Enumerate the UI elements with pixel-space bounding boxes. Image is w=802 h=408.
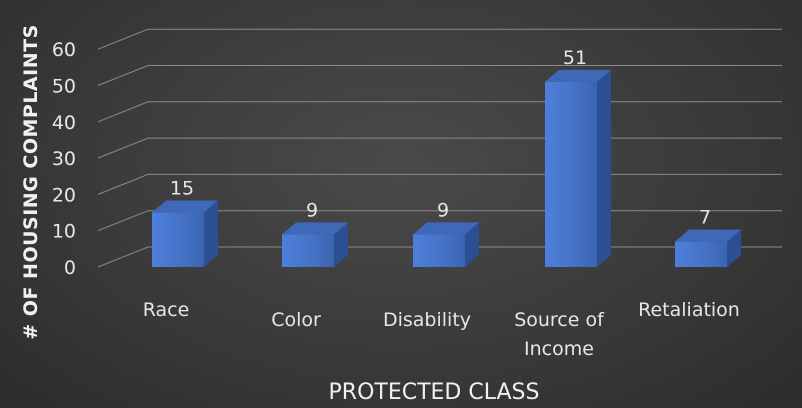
y-tick-label: 40	[52, 112, 76, 134]
bar-front	[152, 212, 204, 267]
bar-front	[413, 234, 465, 267]
category-label: Retaliation	[638, 299, 740, 321]
gridline	[97, 173, 782, 195]
bar-top	[152, 200, 218, 213]
bar	[413, 222, 479, 267]
gridline	[97, 101, 782, 123]
gridline	[97, 65, 782, 86]
y-tick-label: 50	[52, 76, 76, 98]
y-tick-label: 30	[52, 148, 76, 170]
category-label: Disability	[383, 309, 471, 331]
bar-front	[282, 234, 334, 267]
data-label: 9	[437, 199, 449, 221]
y-tick-label: 0	[64, 257, 76, 279]
data-label: 51	[563, 47, 587, 69]
bar	[282, 222, 348, 267]
y-tick-label: 20	[52, 184, 76, 206]
bar-top	[675, 229, 741, 242]
bar-side	[597, 69, 611, 268]
category-labels: Race Color Disability Source of Income Retali…	[143, 299, 740, 360]
data-label: 15	[170, 178, 194, 200]
y-tick-label: 10	[52, 221, 76, 243]
bar-top	[282, 222, 348, 235]
bar-side	[334, 222, 348, 267]
category-label: Color	[271, 309, 321, 331]
gridline	[97, 137, 782, 159]
bars: 15 9 9 51 7	[152, 47, 741, 268]
y-tick-label: 60	[52, 39, 76, 61]
data-label: 9	[306, 199, 318, 221]
gridline	[97, 28, 782, 50]
category-label: Source of Income	[514, 309, 605, 360]
bar-front	[545, 81, 597, 268]
bar-top	[545, 69, 611, 82]
y-axis-ticks: 0 10 20 30 40 50 60	[52, 39, 76, 279]
category-label: Race	[143, 299, 190, 321]
bar-side	[465, 222, 479, 267]
x-axis-title: PROTECTED CLASS	[329, 380, 540, 405]
y-axis-title: # OF HOUSING COMPLAINTS	[20, 24, 42, 339]
bar	[152, 200, 218, 267]
gridlines	[97, 28, 782, 268]
data-label: 7	[699, 207, 711, 229]
bar-side	[727, 229, 741, 267]
bar-front	[675, 241, 727, 267]
bar	[675, 229, 741, 267]
bar-side	[204, 200, 218, 267]
bar	[545, 69, 611, 268]
bar-top	[413, 222, 479, 235]
